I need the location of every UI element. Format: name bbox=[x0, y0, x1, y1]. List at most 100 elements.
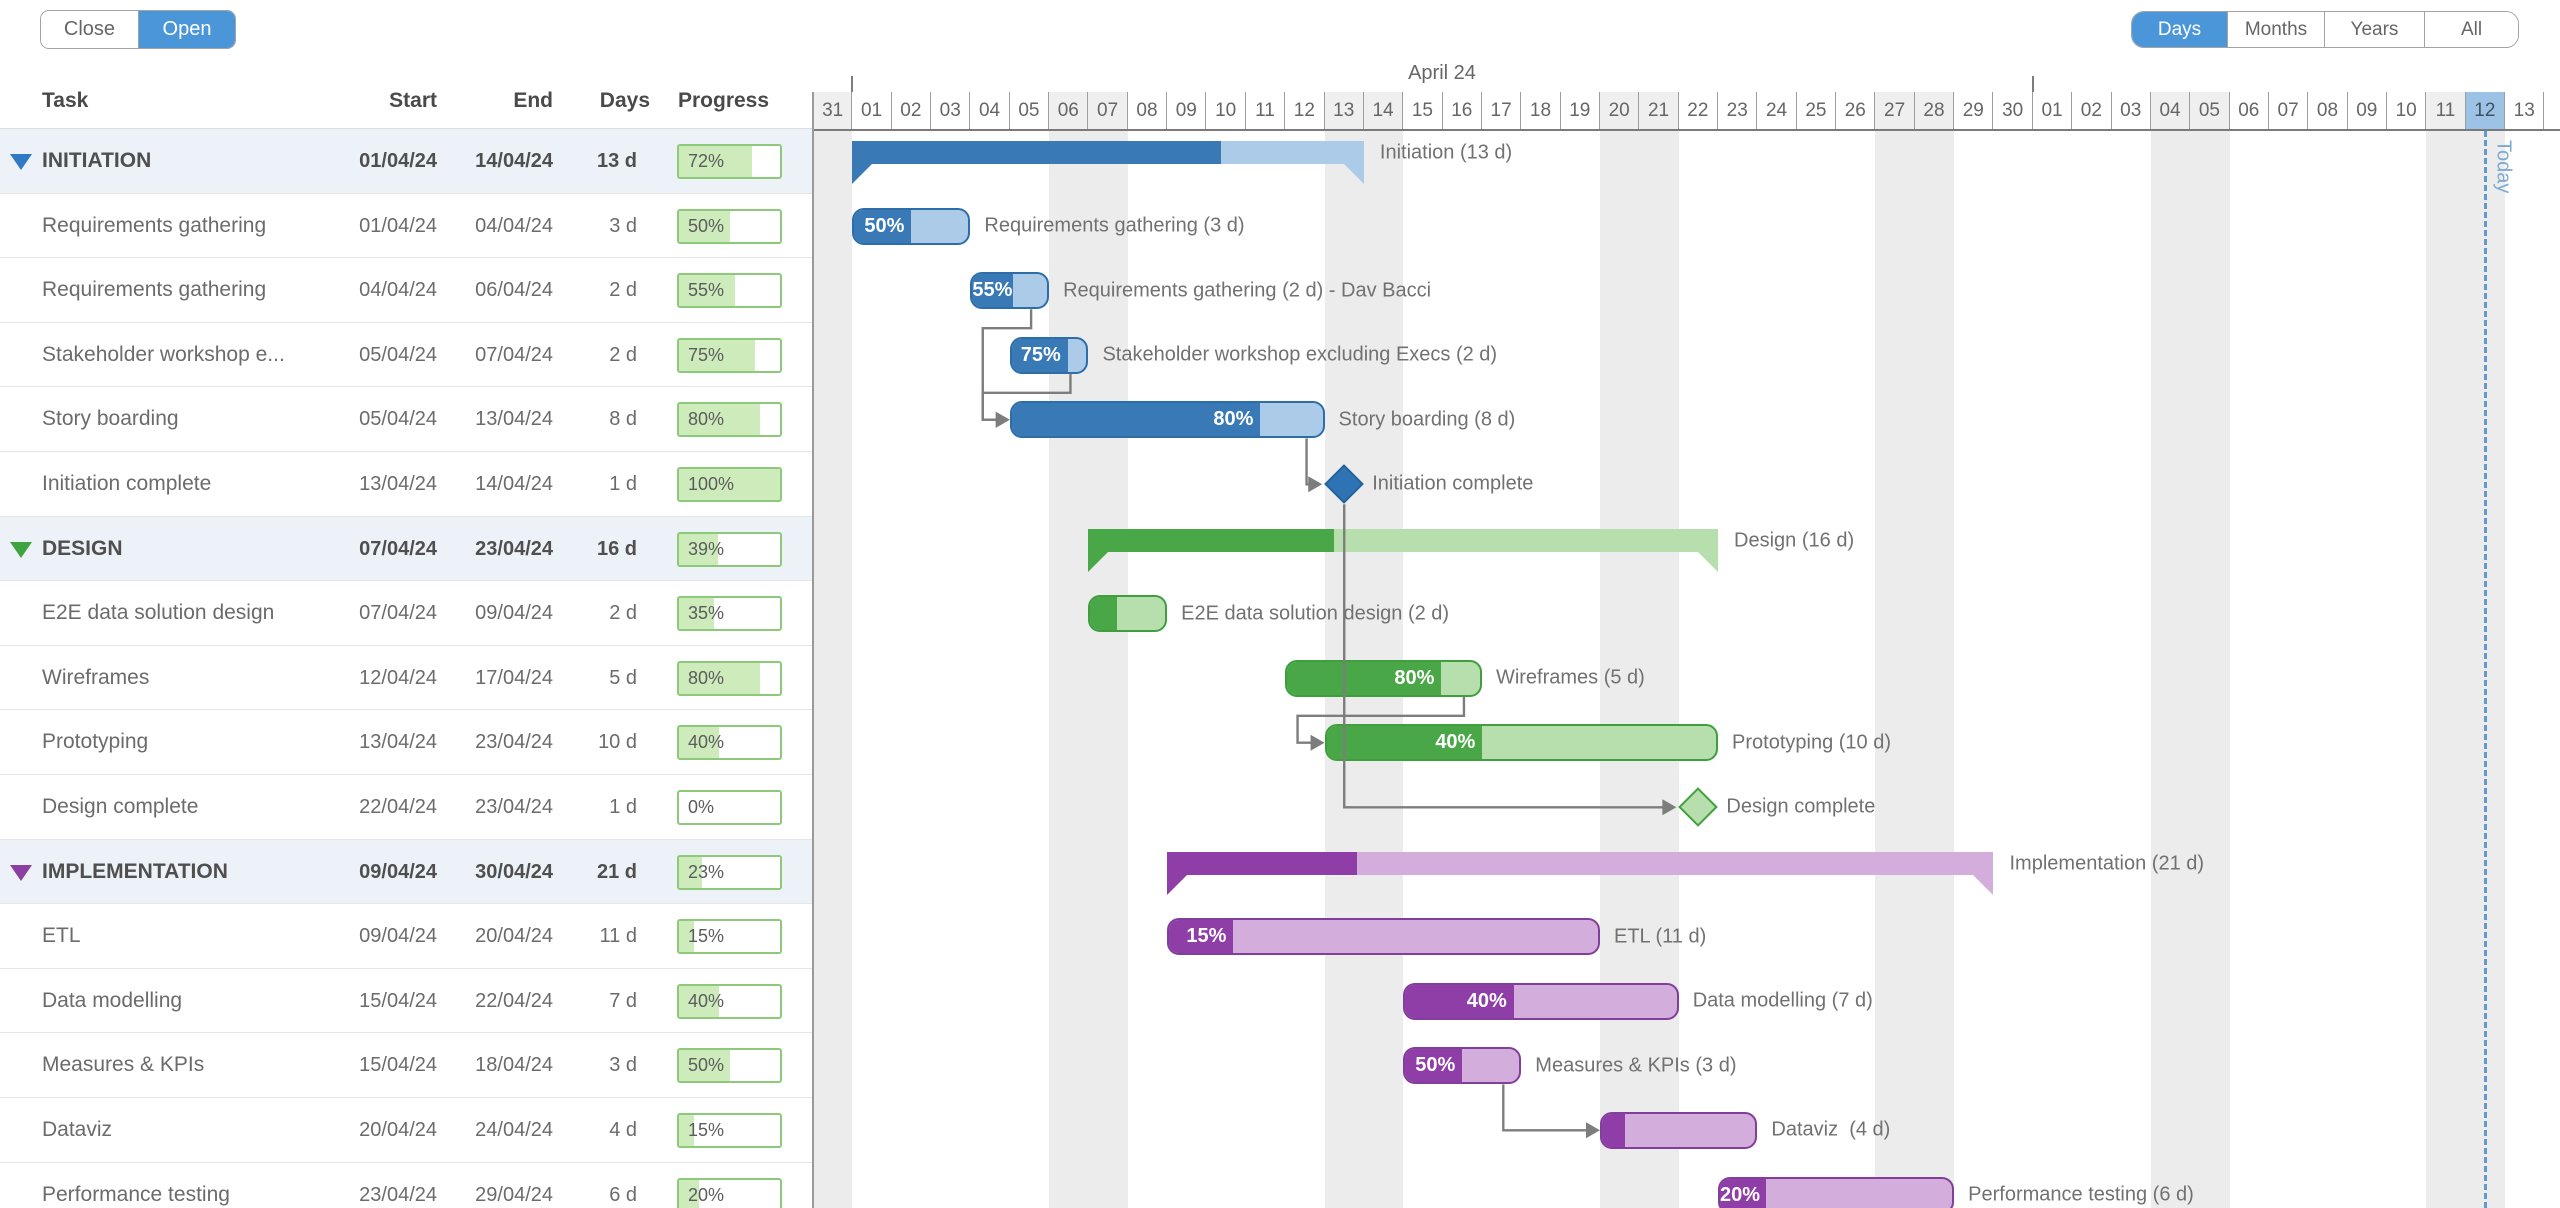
progress-cell-fill bbox=[679, 662, 760, 694]
close-button[interactable]: Close bbox=[41, 11, 138, 48]
progress-cell: 72% bbox=[677, 144, 782, 179]
gantt-task-bar[interactable]: 40% bbox=[1324, 724, 1719, 762]
task-row[interactable]: Requirements gathering 01/04/24 04/04/24 3 … bbox=[0, 194, 812, 259]
column-header-start: Start bbox=[389, 89, 437, 112]
day-header-cell: 28 bbox=[1914, 92, 1955, 129]
progress-cell-value: 100% bbox=[688, 474, 735, 494]
progress-cell: 55% bbox=[677, 273, 782, 309]
collapse-toggle-icon[interactable] bbox=[10, 154, 32, 171]
duration-cell: 10 d bbox=[598, 731, 637, 754]
day-header-cell: 06 bbox=[2229, 92, 2269, 129]
task-bar-percent-label: 20% bbox=[1720, 1183, 1761, 1206]
duration-cell: 1 d bbox=[609, 473, 637, 495]
gantt-summary-bar[interactable] bbox=[1167, 851, 1994, 895]
duration-cell: 7 d bbox=[609, 989, 637, 1012]
zoom-preset-months-button[interactable]: Months bbox=[2227, 12, 2324, 47]
zoom-preset-years-button[interactable]: Years bbox=[2324, 12, 2424, 47]
task-bar-progress bbox=[1169, 920, 1234, 954]
bar-label: Requirements gathering (3 d) bbox=[984, 214, 1245, 237]
task-row[interactable]: Stakeholder workshop e... 05/04/24 07/04/2… bbox=[0, 323, 812, 388]
gantt-task-bar[interactable]: 75% bbox=[1009, 336, 1089, 374]
start-date-cell: 15/04/24 bbox=[359, 989, 437, 1012]
task-row[interactable]: Measures & KPIs 15/04/24 18/04/24 3 d 50% bbox=[0, 1033, 812, 1098]
day-header-cell: 20 bbox=[1600, 92, 1640, 129]
group-row[interactable]: DESIGN 07/04/24 23/04/24 16 d 39% bbox=[0, 516, 812, 582]
task-row[interactable]: Performance testing 23/04/24 29/04/24 6 d 20… bbox=[0, 1163, 812, 1208]
task-name-cell: Dataviz bbox=[42, 1118, 113, 1141]
day-header-cell: 18 bbox=[1521, 92, 1561, 129]
end-date-cell: 29/04/24 bbox=[475, 1183, 553, 1206]
end-date-cell: 23/04/24 bbox=[475, 537, 553, 560]
group-row[interactable]: IMPLEMENTATION 09/04/24 30/04/24 21 d 23% bbox=[0, 839, 812, 905]
start-date-cell: 20/04/24 bbox=[359, 1119, 437, 1141]
task-name-cell: E2E data solution design bbox=[42, 601, 275, 625]
dependency-arrow-icon bbox=[1310, 734, 1325, 751]
progress-cell-value: 0% bbox=[688, 797, 715, 817]
gantt-task-bar[interactable]: 50% bbox=[852, 207, 971, 245]
progress-cell: 80% bbox=[677, 660, 782, 696]
dependency-arrow-icon bbox=[1586, 1122, 1600, 1139]
column-header-progress: Progress bbox=[678, 89, 770, 112]
gantt-task-bar[interactable]: 20% bbox=[1718, 1176, 1955, 1208]
start-date-cell: 13/04/24 bbox=[359, 473, 437, 495]
task-row[interactable]: ETL 09/04/24 20/04/24 11 d 15% bbox=[0, 904, 812, 969]
duration-cell: 6 d bbox=[609, 1183, 637, 1206]
collapse-toggle-icon[interactable] bbox=[10, 541, 32, 558]
progress-cell: 40% bbox=[677, 983, 782, 1019]
task-name-cell: Data modelling bbox=[42, 988, 183, 1012]
gantt-task-bar[interactable]: 40% bbox=[1403, 982, 1679, 1020]
task-row[interactable]: Wireframes 12/04/24 17/04/24 5 d 80% bbox=[0, 646, 812, 711]
bar-label: Wireframes (5 d) bbox=[1495, 666, 1645, 689]
day-header-cell: 14 bbox=[1363, 92, 1404, 129]
progress-cell: 50% bbox=[677, 208, 782, 244]
task-row[interactable]: Requirements gathering 04/04/24 06/04/24 2 … bbox=[0, 258, 812, 323]
end-date-cell: 06/04/24 bbox=[475, 279, 553, 302]
collapse-toggle-icon[interactable] bbox=[10, 864, 32, 881]
task-row[interactable]: Initiation complete 13/04/24 14/04/24 1 d 10… bbox=[0, 452, 812, 517]
start-date-cell: 05/04/24 bbox=[359, 343, 437, 366]
gantt-summary-bar[interactable] bbox=[852, 141, 1364, 184]
task-name-cell: Measures & KPIs bbox=[42, 1053, 205, 1077]
progress-cell-fill bbox=[679, 275, 735, 307]
progress-cell-value: 40% bbox=[688, 732, 725, 753]
progress-cell-value: 40% bbox=[688, 990, 725, 1011]
summary-fang-left bbox=[1088, 551, 1109, 572]
weekend-band bbox=[1875, 131, 1915, 1208]
gantt-task-bar[interactable]: 55% bbox=[970, 272, 1050, 310]
zoom-preset-all-button[interactable]: All bbox=[2424, 12, 2518, 47]
day-header-cell: 17 bbox=[1481, 92, 1522, 129]
column-header-end: End bbox=[513, 89, 553, 112]
gantt-task-bar[interactable]: 15% bbox=[1167, 918, 1600, 956]
start-date-cell: 09/04/24 bbox=[359, 860, 437, 883]
task-row[interactable]: Story boarding 05/04/24 13/04/24 8 d 80% bbox=[0, 387, 812, 452]
task-row[interactable]: Data modelling 15/04/24 22/04/24 7 d 40% bbox=[0, 969, 812, 1034]
group-row[interactable]: INITIATION 01/04/24 14/04/24 13 d 72% bbox=[0, 129, 812, 194]
dependency-connector bbox=[1305, 438, 1311, 486]
gantt-summary-bar[interactable] bbox=[1088, 528, 1719, 572]
gantt-task-bar[interactable] bbox=[1600, 1112, 1758, 1149]
bar-label: Stakeholder workshop excluding Execs (2 … bbox=[1102, 343, 1498, 366]
column-header-task: Task bbox=[42, 89, 89, 112]
gantt-milestone[interactable] bbox=[1678, 787, 1719, 828]
progress-cell: 40% bbox=[677, 725, 782, 761]
gantt-task-bar[interactable]: 50% bbox=[1403, 1047, 1522, 1085]
task-bar-progress bbox=[1405, 1049, 1463, 1083]
start-date-cell: 07/04/24 bbox=[359, 537, 437, 560]
task-bar-percent-label: 40% bbox=[1435, 731, 1476, 754]
end-date-cell: 23/04/24 bbox=[475, 731, 553, 754]
task-row[interactable]: Prototyping 13/04/24 23/04/24 10 d 40% bbox=[0, 710, 812, 775]
open-button[interactable]: Open bbox=[138, 11, 235, 48]
day-header-cell-today: 12 bbox=[2465, 92, 2506, 129]
gantt-task-bar[interactable] bbox=[1088, 595, 1168, 633]
task-row[interactable]: Dataviz 20/04/24 24/04/24 4 d 15% bbox=[0, 1098, 812, 1163]
panel-divider[interactable] bbox=[812, 92, 814, 1208]
day-header-cell: 08 bbox=[1127, 92, 1168, 129]
task-row[interactable]: Design complete 22/04/24 23/04/24 1 d 0% bbox=[0, 775, 812, 840]
zoom-preset-group: Days Months Years All bbox=[2131, 11, 2519, 48]
gantt-task-bar[interactable]: 80% bbox=[1009, 401, 1325, 439]
zoom-preset-days-button[interactable]: Days bbox=[2132, 12, 2227, 47]
weekend-band bbox=[2190, 131, 2230, 1208]
task-row[interactable]: E2E data solution design 07/04/24 09/04/24… bbox=[0, 581, 812, 646]
gantt-task-bar[interactable]: 80% bbox=[1285, 659, 1482, 697]
task-bar-percent-label: 80% bbox=[1394, 666, 1435, 689]
